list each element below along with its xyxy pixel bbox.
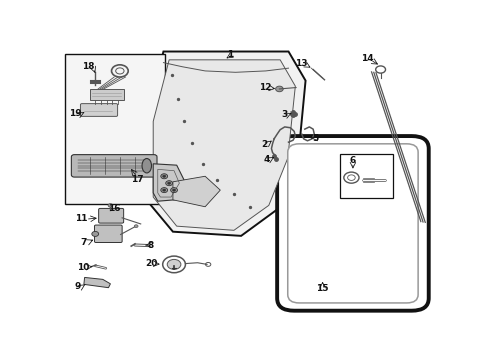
FancyBboxPatch shape bbox=[277, 136, 428, 311]
Text: 14: 14 bbox=[360, 54, 373, 63]
Text: 19: 19 bbox=[69, 109, 81, 118]
Text: 2: 2 bbox=[260, 140, 266, 149]
Circle shape bbox=[170, 188, 177, 193]
Text: 4: 4 bbox=[263, 155, 269, 164]
Circle shape bbox=[161, 188, 167, 193]
Circle shape bbox=[167, 260, 181, 269]
Polygon shape bbox=[84, 278, 110, 288]
Circle shape bbox=[172, 189, 175, 191]
Bar bbox=[339, 154, 392, 198]
Circle shape bbox=[163, 189, 165, 191]
Polygon shape bbox=[153, 164, 184, 201]
Text: 9: 9 bbox=[75, 282, 81, 291]
Text: 17: 17 bbox=[130, 175, 143, 184]
FancyBboxPatch shape bbox=[71, 155, 157, 177]
Polygon shape bbox=[153, 60, 295, 230]
Text: 12: 12 bbox=[259, 83, 271, 92]
FancyBboxPatch shape bbox=[99, 208, 123, 223]
Polygon shape bbox=[146, 51, 305, 236]
Text: 8: 8 bbox=[147, 240, 154, 249]
Text: 20: 20 bbox=[144, 259, 157, 268]
Text: 5: 5 bbox=[312, 134, 318, 143]
Bar bbox=[65, 54, 165, 204]
Circle shape bbox=[163, 175, 165, 177]
Text: 3: 3 bbox=[281, 110, 287, 119]
Circle shape bbox=[275, 86, 283, 92]
Text: 16: 16 bbox=[108, 204, 120, 213]
FancyBboxPatch shape bbox=[81, 104, 117, 116]
FancyBboxPatch shape bbox=[94, 225, 122, 243]
Text: 6: 6 bbox=[349, 156, 355, 165]
Circle shape bbox=[108, 204, 112, 207]
Text: 1: 1 bbox=[226, 50, 232, 59]
Circle shape bbox=[92, 231, 99, 237]
Text: 15: 15 bbox=[316, 284, 328, 293]
Circle shape bbox=[165, 181, 172, 186]
Polygon shape bbox=[173, 176, 220, 207]
Text: 11: 11 bbox=[75, 214, 87, 223]
Text: 13: 13 bbox=[295, 59, 307, 68]
Text: 10: 10 bbox=[77, 263, 89, 272]
FancyBboxPatch shape bbox=[287, 144, 417, 303]
Text: 7: 7 bbox=[81, 238, 87, 247]
Circle shape bbox=[167, 182, 170, 184]
Text: 18: 18 bbox=[82, 62, 95, 71]
Circle shape bbox=[134, 225, 138, 228]
Bar bbox=[89, 90, 123, 100]
Circle shape bbox=[161, 174, 167, 179]
Ellipse shape bbox=[142, 158, 151, 173]
